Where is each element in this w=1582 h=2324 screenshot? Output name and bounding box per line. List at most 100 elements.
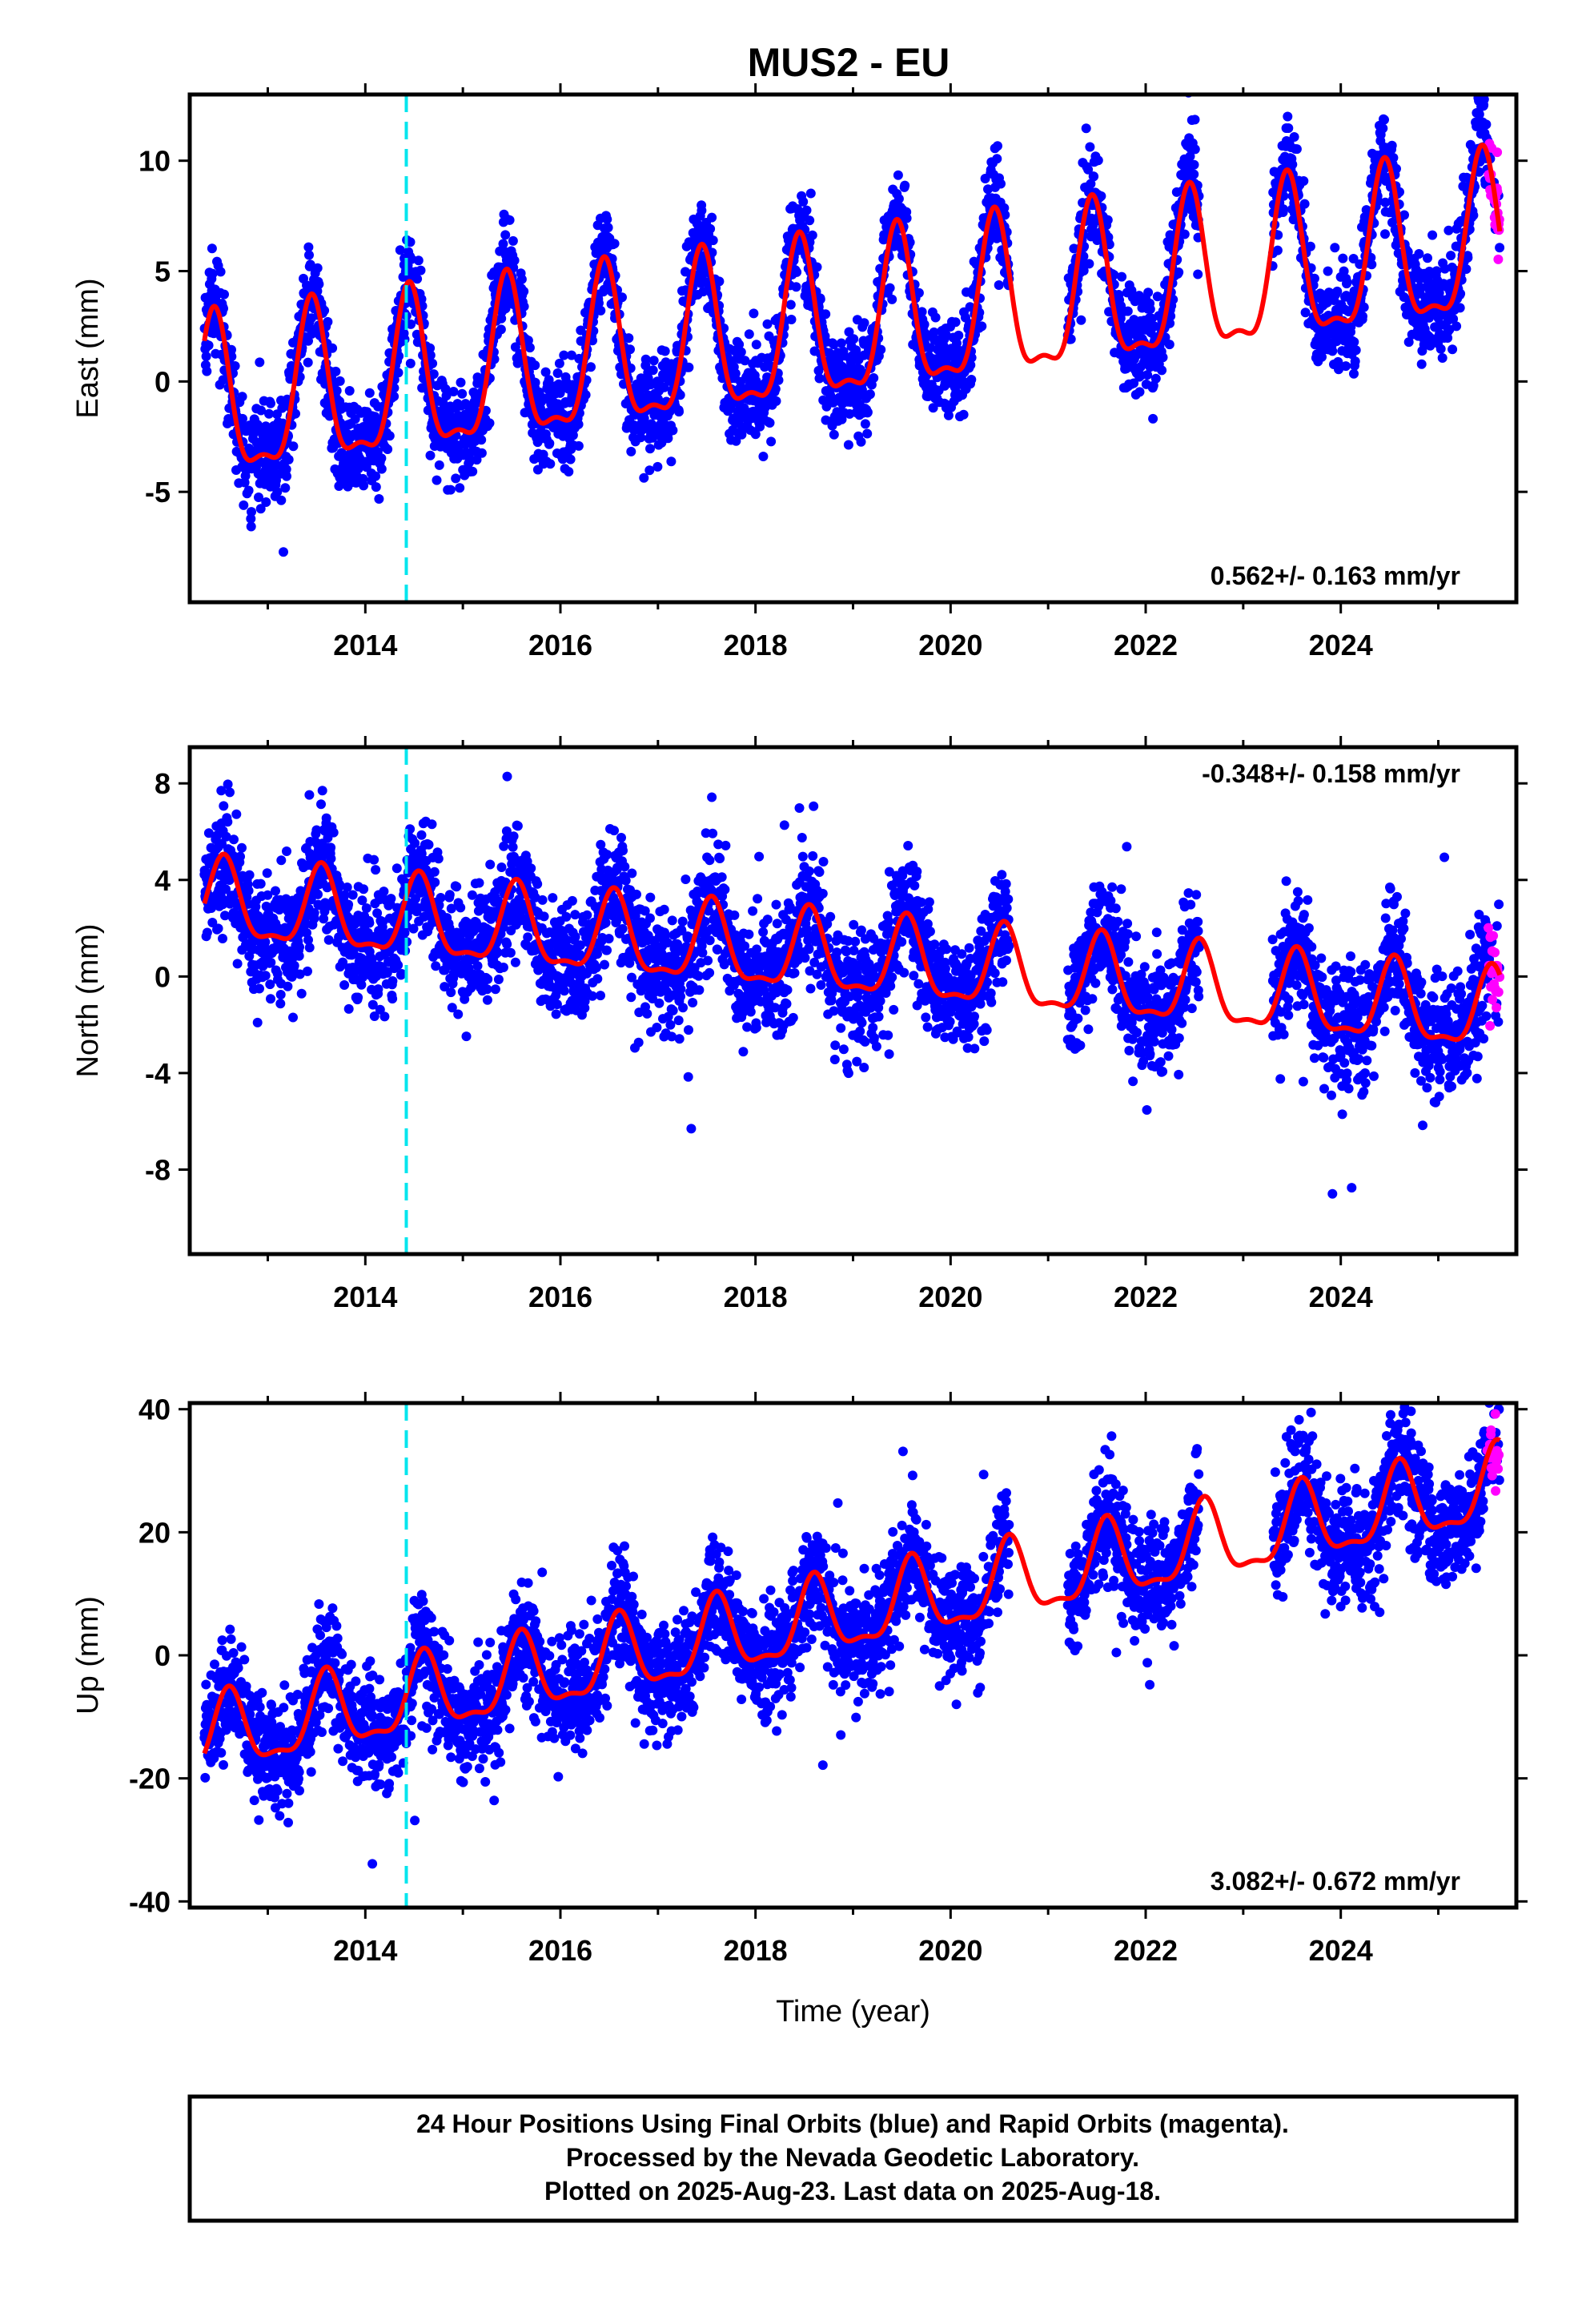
final-point	[554, 358, 564, 368]
final-orbit-points	[199, 94, 1505, 557]
final-point	[261, 901, 271, 911]
final-point	[436, 893, 446, 903]
final-point	[1096, 191, 1106, 201]
final-point	[958, 409, 969, 420]
final-point	[389, 392, 400, 401]
final-point	[344, 386, 355, 396]
final-point	[219, 801, 229, 811]
final-point	[648, 356, 659, 366]
final-point	[347, 890, 358, 900]
final-point	[393, 960, 404, 971]
final-point	[283, 981, 293, 991]
final-point	[237, 392, 247, 402]
final-point	[994, 280, 1004, 290]
final-point	[1379, 115, 1389, 125]
final-point	[280, 483, 291, 493]
final-point	[762, 319, 773, 329]
y-tick-label: 5	[155, 255, 171, 288]
final-point	[887, 294, 897, 304]
final-point	[498, 963, 508, 972]
final-point	[468, 466, 478, 476]
final-point	[644, 465, 655, 476]
x-tick-label: 2014	[333, 629, 397, 661]
final-point	[312, 263, 323, 273]
final-point	[851, 345, 861, 356]
final-point	[429, 866, 440, 877]
final-point	[1323, 266, 1333, 276]
final-point	[425, 343, 436, 353]
final-point	[446, 987, 456, 998]
final-point	[785, 300, 796, 310]
final-point	[230, 361, 240, 371]
final-point	[740, 356, 750, 366]
final-point	[1351, 345, 1361, 356]
final-point	[552, 368, 563, 378]
final-point	[327, 343, 338, 353]
final-point	[1447, 344, 1458, 355]
final-point	[1148, 413, 1158, 424]
final-point	[311, 825, 322, 835]
final-point	[508, 235, 518, 246]
final-point	[1190, 115, 1200, 125]
final-point	[309, 908, 319, 918]
final-point	[1109, 270, 1119, 280]
final-point	[603, 223, 613, 233]
final-point	[1083, 164, 1094, 175]
final-point	[295, 969, 305, 979]
final-point	[369, 1011, 379, 1021]
final-point	[814, 373, 825, 384]
final-point	[255, 879, 266, 889]
final-point	[342, 883, 352, 892]
rapid-point	[1492, 147, 1503, 158]
final-point	[461, 1031, 472, 1042]
final-point	[343, 899, 354, 910]
final-point	[917, 307, 927, 317]
final-point	[275, 999, 286, 1009]
final-point	[559, 350, 569, 360]
final-point	[530, 377, 540, 388]
final-point	[482, 984, 492, 995]
final-point	[405, 237, 416, 247]
final-point	[1193, 269, 1203, 279]
final-point	[668, 425, 678, 436]
final-point	[1085, 142, 1095, 152]
final-point	[1000, 210, 1010, 220]
final-point	[254, 493, 263, 502]
final-point	[247, 507, 256, 517]
final-point	[805, 215, 815, 226]
final-point	[499, 841, 509, 851]
final-point	[220, 911, 230, 921]
final-point	[758, 452, 769, 461]
final-point	[303, 935, 313, 945]
final-point	[786, 315, 797, 324]
final-point	[805, 188, 816, 199]
final-point	[1179, 229, 1190, 239]
final-point	[496, 324, 506, 335]
final-point	[954, 330, 964, 340]
final-point	[807, 230, 817, 240]
final-point	[1283, 123, 1294, 133]
final-point	[262, 868, 272, 879]
final-point	[1152, 292, 1162, 302]
final-point	[371, 865, 381, 875]
final-point	[519, 301, 529, 312]
final-point	[303, 357, 313, 368]
final-point	[586, 362, 596, 372]
velocity-rate-label: 0.562+/- 0.163 mm/yr	[1211, 561, 1460, 590]
final-point	[885, 283, 895, 293]
final-point	[379, 1011, 390, 1022]
final-point	[336, 448, 347, 458]
final-point	[771, 396, 781, 406]
final-point	[335, 376, 345, 386]
final-point	[1287, 159, 1298, 170]
final-point	[519, 286, 529, 296]
final-point	[203, 340, 214, 351]
final-point	[379, 887, 389, 897]
final-point	[929, 327, 939, 337]
final-point	[410, 838, 420, 848]
final-point	[730, 368, 741, 379]
final-point	[508, 831, 519, 842]
final-point	[860, 419, 870, 429]
final-point	[453, 1009, 464, 1019]
